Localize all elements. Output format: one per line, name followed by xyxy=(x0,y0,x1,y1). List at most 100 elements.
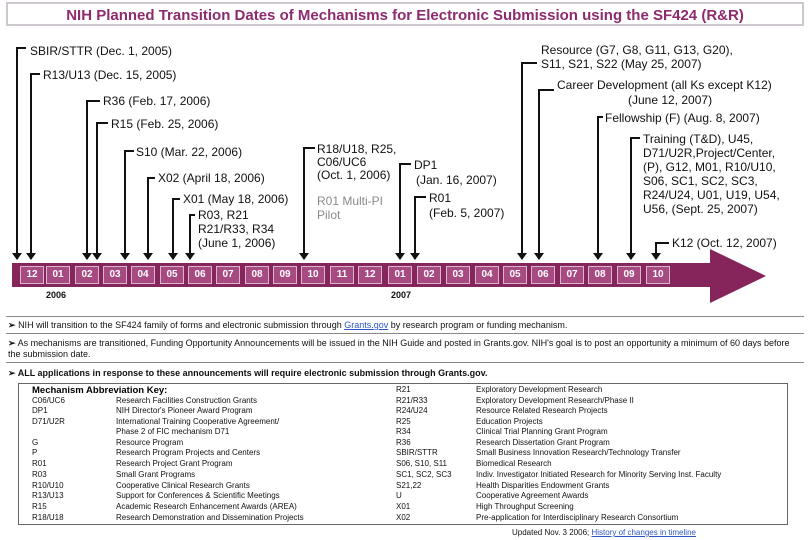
month-box: 04 xyxy=(475,266,499,284)
arrow-r01 xyxy=(410,196,420,260)
leader-fellowship xyxy=(597,116,603,118)
key-desc: Pre-application for Interdisciplinary Re… xyxy=(476,513,679,522)
label-r03-line1: R03, R21 xyxy=(198,208,249,222)
month-box: 12 xyxy=(358,266,382,284)
month-box: 10 xyxy=(301,266,325,284)
bullet-1: ➢ NIH will transition to the SF424 famil… xyxy=(8,320,798,331)
leader-training xyxy=(630,137,640,139)
leader-x01 xyxy=(172,198,180,200)
leader-s10 xyxy=(124,150,134,152)
arrow-x01 xyxy=(168,198,178,260)
history-link[interactable]: History of changes in timeline xyxy=(591,528,696,537)
label-career-line2: (June 12, 2007) xyxy=(628,93,713,107)
year-label-2007: 2007 xyxy=(391,290,412,300)
label-x01: X01 (May 18, 2006) xyxy=(183,192,289,206)
separator xyxy=(6,316,804,317)
bullet-text: NIH will transition to the SF424 family … xyxy=(18,320,345,330)
arrow-dp1 xyxy=(395,163,405,260)
key-code: R15 xyxy=(32,502,47,511)
key-code: G xyxy=(32,438,39,447)
label-r18-line3: (Oct. 1, 2006) xyxy=(317,168,391,182)
label-resource-line1: Resource (G7, G8, G11, G13, G20), xyxy=(541,43,733,57)
key-desc: Research Program Projects and Centers xyxy=(116,448,261,457)
month-box: 03 xyxy=(103,266,127,284)
key-code: X02 xyxy=(396,513,411,522)
label-r01-line2: (Feb. 5, 2007) xyxy=(429,206,505,220)
label-r01-multipi-line2: Pilot xyxy=(317,208,341,222)
arrow-s10 xyxy=(120,150,130,260)
grants-gov-link[interactable]: Grants.gov xyxy=(344,320,389,330)
key-code: R34 xyxy=(396,427,411,436)
key-code: P xyxy=(32,448,38,457)
month-box: 08 xyxy=(588,266,612,284)
label-k12: K12 (Oct. 12, 2007) xyxy=(672,236,777,250)
key-desc: Resource Related Research Projects xyxy=(476,406,608,415)
month-box: 01 xyxy=(46,266,70,284)
key-code: SBIR/STTR xyxy=(396,448,438,457)
key-desc: Biomedical Research xyxy=(476,459,552,468)
bullet-text: ALL applications in response to these an… xyxy=(17,368,488,378)
arrow-career xyxy=(534,89,544,260)
label-training-line6: U56, (Sept. 25, 2007) xyxy=(643,202,758,216)
key-desc: High Throughput Screening xyxy=(476,502,574,511)
bullet-marker: ➢ xyxy=(8,320,16,330)
leader-r15 xyxy=(96,122,108,124)
key-code: DP1 xyxy=(32,406,48,415)
page-title: NIH Planned Transition Dates of Mechanis… xyxy=(66,7,744,24)
key-desc: Small Grant Programs xyxy=(116,470,196,479)
month-box: 06 xyxy=(531,266,555,284)
key-code: R25 xyxy=(396,417,411,426)
leader-k12 xyxy=(655,242,669,244)
key-code: U xyxy=(396,491,402,500)
year-label-2006: 2006 xyxy=(46,290,67,300)
arrow-fellowship xyxy=(593,116,603,260)
month-box: 07 xyxy=(560,266,584,284)
label-x02: X02 (April 18, 2006) xyxy=(158,171,265,185)
key-desc: Clinical Trial Planning Grant Program xyxy=(476,427,608,436)
label-fellowship: Fellowship (F) (Aug. 8, 2007) xyxy=(605,111,760,125)
key-code: R10/U10 xyxy=(32,481,64,490)
key-code: R24/U24 xyxy=(396,406,428,415)
arrow-x02 xyxy=(143,177,153,260)
month-box: 02 xyxy=(417,266,441,284)
month-box: 03 xyxy=(446,266,470,284)
key-desc: Research Demonstration and Dissemination… xyxy=(116,513,304,522)
month-box: 01 xyxy=(388,266,412,284)
label-training-line5: R24/U24, U01, U19, U54, xyxy=(643,188,780,202)
key-code: D71/U2R xyxy=(32,417,65,426)
month-box: 07 xyxy=(216,266,240,284)
key-code: SC1, SC2, SC3 xyxy=(396,470,452,479)
key-code: R18/U18 xyxy=(32,513,64,522)
separator xyxy=(6,362,804,363)
separator xyxy=(6,333,804,334)
leader-career xyxy=(538,89,554,91)
key-code: R21 xyxy=(396,385,411,394)
label-resource-line2: S11, S21, S22 (May 25, 2007) xyxy=(541,57,702,71)
month-box: 11 xyxy=(330,266,354,284)
key-code: R36 xyxy=(396,438,411,447)
month-box: 12 xyxy=(20,266,44,284)
key-desc: Phase 2 of FIC mechanism D71 xyxy=(116,427,230,436)
label-r01-multipi-line1: R01 Multi-PI xyxy=(317,194,384,208)
leader-resource xyxy=(521,62,537,64)
label-career-line1: Career Development (all Ks except K12) xyxy=(557,78,772,92)
label-r36: R36 (Feb. 17, 2006) xyxy=(103,94,211,108)
arrow-r13 xyxy=(26,73,36,260)
month-box: 05 xyxy=(160,266,184,284)
arrow-resource xyxy=(517,62,527,260)
bullet-2: ➢ As mechanisms are transitioned, Fundin… xyxy=(8,338,798,360)
key-desc: Education Projects xyxy=(476,417,543,426)
key-desc: Exploratory Development Research/Phase I… xyxy=(476,396,634,405)
bullet-marker: ➢ xyxy=(8,338,16,348)
month-box: 09 xyxy=(273,266,297,284)
month-box: 04 xyxy=(131,266,155,284)
label-training-line2: D71/U2R,Project/Center, xyxy=(643,146,776,160)
label-r01-line1: R01 xyxy=(429,191,452,205)
key-desc: Cooperative Agreement Awards xyxy=(476,491,589,500)
arrow-training xyxy=(626,137,636,260)
key-desc: Research Facilities Construction Grants xyxy=(116,396,257,405)
bullet-text-end: by research program or funding mechanism… xyxy=(388,320,568,330)
key-code: R03 xyxy=(32,470,47,479)
label-training-line4: S06, SC1, SC2, SC3, xyxy=(643,174,758,188)
bullet-text: As mechanisms are transitioned, Funding … xyxy=(8,338,790,359)
